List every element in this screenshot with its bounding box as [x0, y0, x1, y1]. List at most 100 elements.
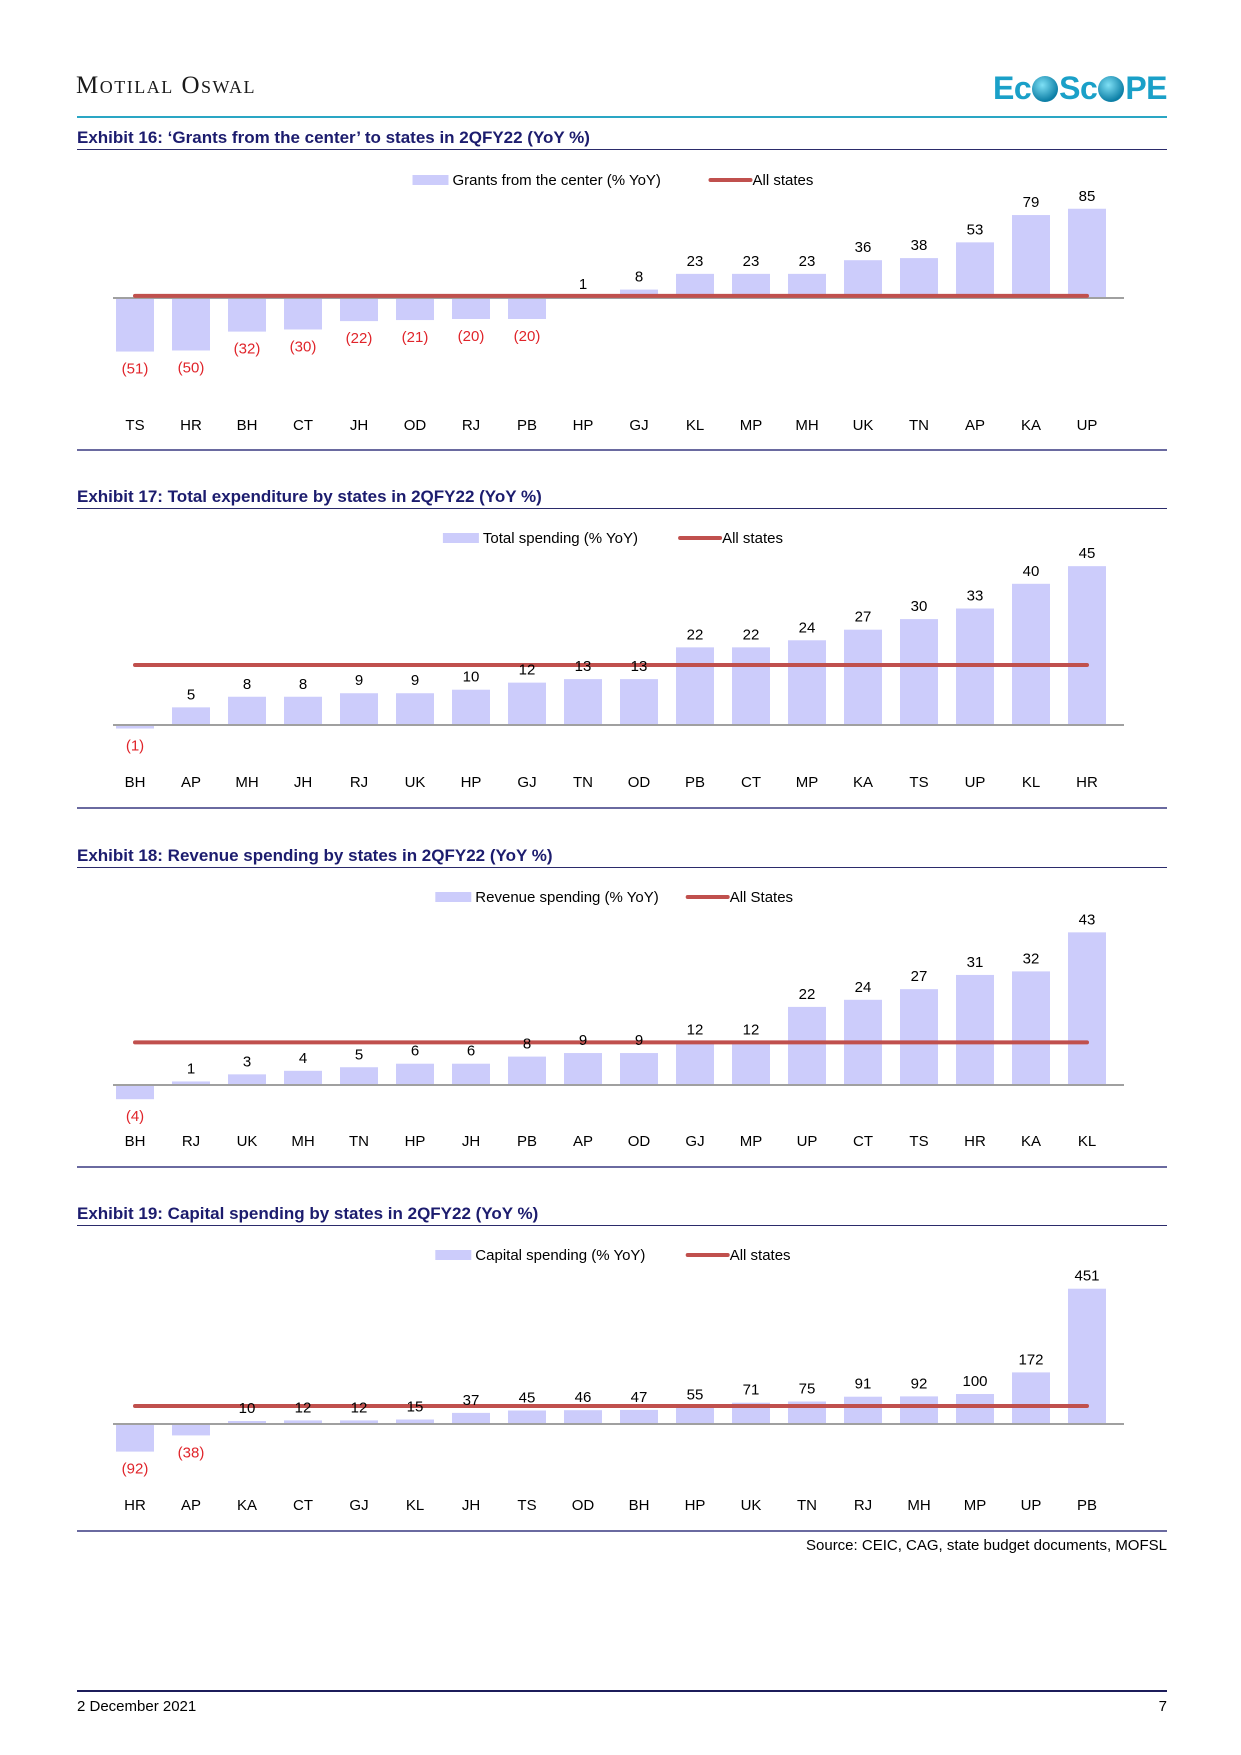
bar-TN	[340, 1067, 378, 1085]
category-label: KL	[1078, 1133, 1096, 1150]
data-label: 40	[1023, 563, 1040, 580]
category-label: KL	[406, 1497, 424, 1514]
bar-OD	[620, 679, 658, 725]
category-label: RJ	[182, 1133, 200, 1150]
bar-PB	[508, 298, 546, 319]
data-label: 31	[967, 954, 984, 971]
data-label: (32)	[234, 341, 261, 358]
category-label: MP	[964, 1497, 987, 1514]
bar-OD	[620, 1053, 658, 1085]
category-label: OD	[404, 417, 427, 434]
category-label: TS	[909, 1133, 928, 1150]
bar-JH	[284, 696, 322, 725]
source-note: Source: CEIC, CAG, state budget document…	[806, 1537, 1167, 1554]
category-label: BH	[237, 417, 258, 434]
category-label: TN	[909, 417, 929, 434]
bar-GJ	[340, 1420, 378, 1424]
data-label: (51)	[122, 361, 149, 378]
bar-HR	[116, 1424, 154, 1452]
data-label: 12	[351, 1399, 368, 1416]
category-label: MP	[740, 417, 763, 434]
data-label: 27	[855, 609, 872, 626]
data-label: 27	[911, 968, 928, 985]
bar-RJ	[340, 693, 378, 725]
category-label: AP	[965, 417, 985, 434]
logo-text-4: PE	[1125, 70, 1167, 106]
data-label: 1	[579, 276, 587, 293]
data-label: 6	[467, 1043, 475, 1060]
bar-JH	[452, 1412, 490, 1424]
data-label: 71	[743, 1382, 760, 1399]
data-label: (21)	[402, 329, 429, 346]
category-label: AP	[181, 1497, 201, 1514]
data-label: 37	[463, 1392, 480, 1409]
data-label: 30	[911, 598, 928, 615]
data-label: 23	[743, 253, 760, 270]
bar-CT	[732, 647, 770, 725]
bar-AP	[172, 1424, 210, 1436]
data-label: 24	[855, 979, 872, 996]
legend-bar-label: Capital spending (% YoY)	[475, 1247, 645, 1264]
data-label: 91	[855, 1376, 872, 1393]
bar-AP	[956, 242, 994, 298]
bar-HP	[676, 1407, 714, 1424]
logo-text-3: c	[1080, 70, 1098, 106]
category-label: HP	[573, 417, 594, 434]
bar-KL	[1012, 583, 1050, 725]
category-label: TS	[909, 774, 928, 791]
globe-icon	[1098, 76, 1125, 102]
category-label: TS	[125, 417, 144, 434]
data-label: 79	[1023, 194, 1040, 211]
exhibit-17-title: Exhibit 17: Total expenditure by states …	[77, 487, 542, 506]
bar-OD	[564, 1410, 602, 1424]
category-label: BH	[125, 774, 146, 791]
data-label: 1	[187, 1060, 195, 1077]
exhibit-18-title-rule	[77, 867, 1167, 868]
footer-date: 2 December 2021	[77, 1698, 197, 1715]
category-label: CT	[293, 1497, 313, 1514]
category-label: RJ	[854, 1497, 872, 1514]
category-label: MH	[907, 1497, 930, 1514]
category-label: GJ	[685, 1133, 704, 1150]
bar-TS	[900, 619, 938, 725]
category-label: MH	[795, 417, 818, 434]
data-label: 22	[743, 626, 760, 643]
footer-rule	[77, 1690, 1167, 1692]
bar-MH	[284, 1070, 322, 1085]
data-label: 5	[355, 1046, 363, 1063]
category-label: UP	[1077, 417, 1098, 434]
data-label: 8	[635, 269, 643, 286]
bar-MH	[228, 696, 266, 725]
bar-UP	[788, 1006, 826, 1085]
exhibit-18-bottom-rule	[77, 1166, 1167, 1168]
category-label: UK	[237, 1133, 258, 1150]
legend-line-label: All states	[730, 1247, 791, 1264]
legend-line-label: All States	[730, 889, 793, 906]
bar-JH	[452, 1063, 490, 1085]
data-label: 38	[911, 237, 928, 254]
exhibit-19-title-rule	[77, 1225, 1167, 1226]
data-label: 12	[295, 1399, 312, 1416]
data-label: 9	[355, 672, 363, 689]
bar-OD	[396, 298, 434, 321]
data-label: 5	[187, 686, 195, 703]
data-label: 43	[1079, 911, 1096, 928]
data-label: 36	[855, 239, 872, 256]
data-label: 22	[687, 626, 704, 643]
exhibit-18-chart: Revenue spending (% YoY) All States (4) 1 3 4…	[113, 889, 1124, 1150]
data-label: 8	[243, 676, 251, 693]
category-label: OD	[572, 1497, 595, 1514]
bar-GJ	[676, 1042, 714, 1085]
exhibit-19-bottom-rule	[77, 1530, 1167, 1532]
bar-UK	[396, 693, 434, 725]
bar-TN	[564, 679, 602, 725]
category-label: GJ	[629, 417, 648, 434]
category-label: HR	[1076, 774, 1098, 791]
category-label: UK	[405, 774, 426, 791]
data-label: (22)	[346, 330, 373, 347]
category-label: PB	[517, 417, 537, 434]
globe-icon	[1032, 76, 1059, 102]
data-label: 100	[962, 1373, 987, 1390]
data-label: 9	[411, 672, 419, 689]
bar-KL	[396, 1419, 434, 1424]
